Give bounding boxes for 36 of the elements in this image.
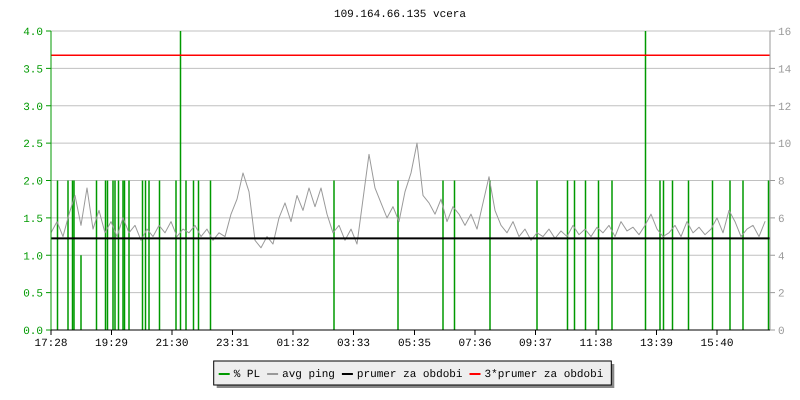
x-tick-label: 15:40 xyxy=(700,338,734,350)
x-tick-label: 01:32 xyxy=(276,338,310,350)
y2-tick-label: 10 xyxy=(778,139,792,152)
legend-label: avg ping xyxy=(282,369,335,381)
y-tick-label: 1.0 xyxy=(23,251,43,264)
line-series xyxy=(50,142,766,248)
x-tick-label: 13:39 xyxy=(640,338,674,350)
y-tick-label: 4.0 xyxy=(23,27,43,39)
y2-tick-label: 0 xyxy=(778,326,785,338)
y2-tick-label: 14 xyxy=(778,64,792,76)
y2-tick-label: 16 xyxy=(778,27,792,39)
x-tick-label: 09:37 xyxy=(518,338,552,350)
legend-label: 3*prumer za obdobi xyxy=(484,369,604,381)
y-tick-label: 0.0 xyxy=(23,326,43,338)
y2-tick-label: 12 xyxy=(778,102,792,114)
y2-tick-label: 8 xyxy=(778,176,785,188)
y-tick-label: 3.0 xyxy=(23,102,43,114)
legend-label: % PL xyxy=(234,369,260,381)
y2-tick-label: 6 xyxy=(778,214,785,226)
y-tick-label: 1.5 xyxy=(23,214,43,226)
x-tick-label: 23:31 xyxy=(216,338,250,350)
x-tick-label: 21:30 xyxy=(155,338,189,350)
chart-title: 109.164.66.135 vcera xyxy=(334,9,466,21)
x-tick-label: 11:38 xyxy=(579,338,613,350)
x-tick-label: 07:36 xyxy=(458,338,492,350)
y-tick-label: 0.5 xyxy=(23,288,43,301)
y-tick-label: 2.0 xyxy=(23,176,43,188)
x-tick-label: 19:29 xyxy=(94,338,128,350)
legend-label: prumer za obdobi xyxy=(356,369,463,381)
y2-tick-label: 4 xyxy=(778,251,785,264)
x-tick-label: 17:28 xyxy=(34,338,68,350)
y-tick-label: 3.5 xyxy=(23,64,43,76)
x-tick-label: 03:33 xyxy=(336,338,370,350)
x-tick-label: 05:35 xyxy=(398,338,432,350)
y2-tick-label: 2 xyxy=(778,288,785,301)
y-tick-label: 2.5 xyxy=(23,139,43,152)
